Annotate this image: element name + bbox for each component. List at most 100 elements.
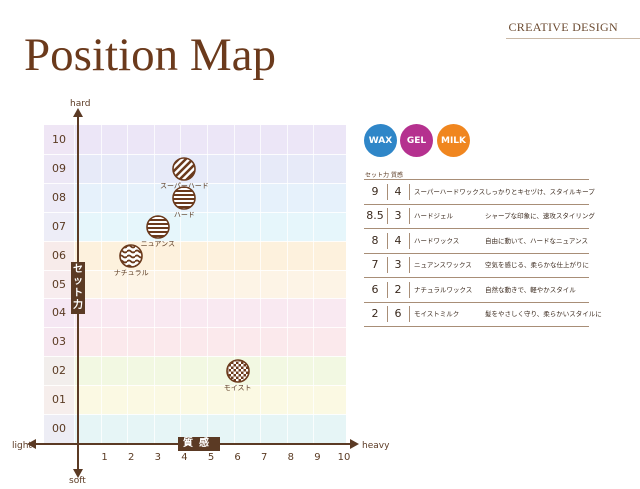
grid-hline xyxy=(44,240,346,242)
y-axis-bottom-label: soft xyxy=(69,476,86,486)
x-tick-label: 3 xyxy=(154,452,161,463)
grid-column-tint xyxy=(44,125,74,443)
grid-vline xyxy=(180,125,182,443)
grid-hline xyxy=(44,298,346,300)
legend-badge-milk-label: MILK xyxy=(440,135,466,146)
grid-hline xyxy=(44,356,346,358)
map-point-marker xyxy=(172,185,197,210)
grid-vline xyxy=(207,125,208,443)
table-row: 7 3 ニュアンスワックス 空気を感じる、柔らかな仕上がりに xyxy=(364,253,589,279)
grid-row-band xyxy=(44,211,346,242)
y-tick-label: 05 xyxy=(52,277,66,291)
x-tick-label: 7 xyxy=(261,452,268,463)
grid-vline xyxy=(286,125,288,443)
table-cell-hold: 3 xyxy=(394,258,402,272)
table-cell-set: 2 xyxy=(371,307,379,320)
map-point-marker xyxy=(145,214,170,239)
grid-vline xyxy=(100,125,102,443)
x-axis-left-label: light xyxy=(12,441,32,451)
y-tick-label: 02 xyxy=(52,364,66,378)
table-cell-desc: 自然な動きで、軽やかスタイル xyxy=(485,285,576,294)
grid-hline xyxy=(44,327,346,329)
map-point-marker xyxy=(225,359,250,383)
y-tick-label: 04 xyxy=(52,306,66,320)
y-tick-label: 03 xyxy=(52,335,66,349)
table-cell-set: 8.5 xyxy=(366,209,384,223)
x-tick-label: 5 xyxy=(207,452,215,463)
table-column-divider xyxy=(387,281,388,298)
y-tick-label: 07 xyxy=(52,219,66,233)
table-cell-desc: 自由に動いて、ハードなニュアンス xyxy=(485,236,588,245)
map-point-circle xyxy=(145,214,170,239)
table-cell-hold: 4 xyxy=(394,233,402,247)
y-tick-label: 06 xyxy=(52,248,66,262)
y-tick-label: 10 xyxy=(52,133,66,146)
x-tick-label: 8 xyxy=(287,452,294,463)
table-row: 8 4 ハードワックス 自由に動いて、ハードなニュアンス xyxy=(364,229,589,254)
y-axis-arrow-down xyxy=(73,469,83,478)
table-cell-hold: 3 xyxy=(394,209,402,223)
table-column-divider xyxy=(387,208,388,225)
x-axis-title: 質感 xyxy=(178,437,220,451)
map-point-circle xyxy=(172,185,197,210)
table-column-divider xyxy=(409,232,410,249)
map-point-marker xyxy=(119,243,143,268)
grid-vline xyxy=(233,125,235,443)
x-tick-label: 2 xyxy=(128,452,135,463)
table-cell-set: 6 xyxy=(371,282,379,296)
table-cell-desc: シャープな印象に、速攻スタイリング xyxy=(485,212,595,221)
table-header-rule xyxy=(364,179,589,180)
grid-row-band xyxy=(44,125,346,155)
x-tick-label: 9 xyxy=(314,452,321,463)
legend-badge-gel: GEL xyxy=(400,124,433,157)
table-cell-hold: 6 xyxy=(394,307,402,320)
x-tick-label: 10 xyxy=(337,452,351,463)
map-point-circle xyxy=(119,243,143,268)
grid-hline xyxy=(44,269,346,271)
table-header-hold: 質感 xyxy=(391,172,404,179)
table-column-divider xyxy=(387,232,388,249)
map-point-label: ナチュラル xyxy=(113,268,149,277)
table-row: 2 6 モイストミルク 髪をやさしく守り、柔らかいスタイルに xyxy=(364,302,602,327)
y-axis-arrow-up xyxy=(73,108,83,117)
table-column-divider xyxy=(409,184,410,200)
map-point-label: ニュアンス xyxy=(140,239,176,248)
table-column-divider xyxy=(409,257,410,274)
table-column-divider xyxy=(387,184,388,200)
table-header-set: セット力 xyxy=(365,172,390,179)
grid-vline xyxy=(260,125,262,443)
map-grid xyxy=(44,125,346,444)
grid-row-band xyxy=(44,298,346,328)
grid-hline xyxy=(44,211,346,213)
grid-hline xyxy=(44,182,346,184)
brand-label: CREATIVE DESIGN xyxy=(508,20,618,34)
table-column-divider xyxy=(409,281,410,298)
table-column-divider xyxy=(387,306,388,322)
y-tick-label: 00 xyxy=(52,422,66,435)
y-axis-title: セット力 xyxy=(71,262,85,314)
x-tick-label: 4 xyxy=(181,452,188,463)
legend-badge-gel-label: GEL xyxy=(406,135,427,146)
map-point-circle xyxy=(225,359,250,383)
x-axis-arrow-right xyxy=(350,439,359,449)
y-tick-label: 09 xyxy=(52,161,66,175)
map-point-label: スーパーハード xyxy=(159,181,209,190)
grid-row-band xyxy=(44,269,346,299)
page-title: Position Map xyxy=(24,29,277,81)
table-cell-name: ニュアンスワックス xyxy=(414,261,472,270)
table-row: 6 2 ナチュラルワックス 自然な動きで、軽やかスタイル xyxy=(364,278,589,303)
x-tick-label: 1 xyxy=(101,452,108,463)
grid-hline xyxy=(44,385,346,387)
y-axis-top-label: hard xyxy=(70,99,91,109)
table-cell-name: ナチュラルワックス xyxy=(414,285,473,294)
legend-badge-wax: WAX xyxy=(364,124,397,157)
table-row: 8.5 3 ハードジェル シャープな印象に、速攻スタイリング xyxy=(364,204,595,230)
table-cell-name: スーパーハードワックス xyxy=(414,188,486,196)
legend-badge-wax-label: WAX xyxy=(368,135,393,146)
table-column-divider xyxy=(409,208,410,225)
map-point-label: ハード xyxy=(173,210,195,219)
x-axis-arrow-left xyxy=(27,439,36,449)
table-cell-hold: 2 xyxy=(394,282,402,296)
table-column-divider xyxy=(409,306,410,322)
table-cell-desc: しっかりとキセヅけ、スタイルキープ xyxy=(485,188,595,196)
